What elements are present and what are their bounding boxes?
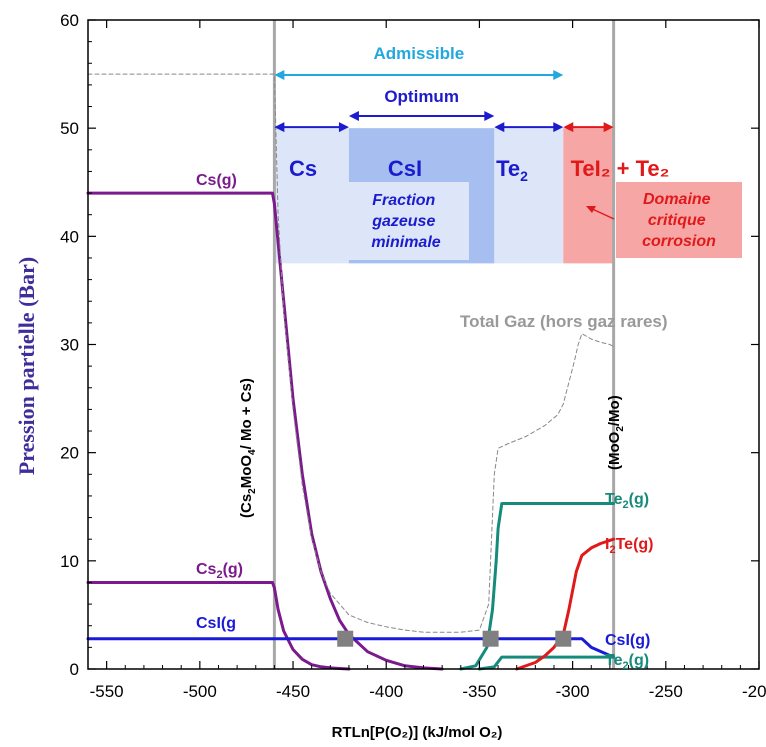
boundary-label-left: (Cs2MoO4/ Mo + Cs) [238, 378, 258, 518]
markers-layer [337, 630, 572, 647]
plot-frame [87, 19, 760, 670]
fraction-line-1: Fraction [372, 192, 435, 209]
x-tick-label-4: -350 [462, 682, 496, 701]
intersection-marker-0 [337, 630, 354, 647]
series-layer [86, 73, 616, 671]
y-tick-label-3: 30 [60, 336, 79, 355]
boundary-layer [272, 20, 616, 669]
critique-line-2: critique [648, 212, 706, 229]
ticks-layer: -550 -500 -450 -400 -350 -300 -250 -200 0 10 20 30 4… [60, 11, 766, 701]
cs-range-arrow-head-left [274, 122, 285, 133]
critique-line-1: Domaine [643, 191, 711, 208]
cs-range-arrow-head-right [338, 122, 349, 133]
optimum-label: Optimum [384, 87, 459, 106]
series-line-0 [86, 191, 444, 671]
x-tick-label-5: -300 [556, 682, 590, 701]
region-label-csi: CsI [388, 156, 422, 181]
x-tick-label-3: -400 [369, 682, 403, 701]
tei2-range-arrow-head-right [603, 122, 614, 133]
fraction-box [343, 182, 469, 260]
curve-label-te2-upper: Te2(g) [605, 491, 649, 511]
critique-line-3: corrosion [642, 233, 716, 250]
total-gaz-label: Total Gaz (hors gaz rares) [460, 312, 668, 331]
region-0 [274, 128, 349, 264]
y-tick-label-4: 40 [60, 227, 79, 246]
curve-label-te2-lower: Te2(g) [605, 652, 649, 672]
curve-label-i2te: I2Te(g) [605, 536, 654, 556]
x-tick-label-6: -250 [649, 682, 683, 701]
fraction-line-3: minimale [371, 234, 440, 251]
series-line-5 [515, 537, 616, 671]
curve-label-cs-g: Cs(g) [196, 172, 237, 189]
admissible-arrow-head-right [553, 70, 564, 80]
fraction-line-2: gazeuse [371, 213, 435, 230]
y-tick-label-6: 60 [60, 11, 79, 30]
ranges-layer: Admissible Optimum [274, 44, 614, 133]
region-2 [494, 128, 564, 264]
te2-sub: 2 [520, 168, 528, 184]
critique-text: Domaine critique corrosion [642, 191, 716, 250]
y-tick-label-1: 10 [60, 552, 79, 571]
intersection-marker-1 [482, 630, 499, 647]
critique-box [616, 182, 742, 258]
region-label-cs: Cs [289, 156, 317, 181]
admissible-arrow-head-left [274, 70, 285, 80]
region-3 [563, 128, 614, 264]
optimum-arrow-head-right [484, 111, 495, 121]
x-tick-label-0: -550 [90, 682, 124, 701]
intersection-marker-2 [555, 630, 572, 647]
tei2-range-arrow-head-left [563, 122, 574, 133]
series-line-2 [86, 637, 616, 659]
y-axis-label: Pression partielle (Bar) [14, 257, 39, 475]
y-tick-label-5: 50 [60, 119, 79, 138]
optimum-arrow-head-left [348, 111, 359, 121]
critique-arrow-head [586, 206, 596, 213]
y-tick-label-2: 20 [60, 444, 79, 463]
boundary-label-right: (MoO2/Mo) [606, 395, 626, 470]
region-label-tei2-te2: TeI₂ + Te₂ [571, 156, 670, 181]
series-line-1 [86, 581, 351, 671]
te2-part-1: Te [496, 156, 520, 181]
series-line-6 [87, 73, 615, 633]
y-tick-label-0: 0 [70, 660, 79, 679]
region-label-te2: Te2 [496, 156, 528, 184]
x-tick-label-7: -200 [742, 682, 766, 701]
fraction-text: Fraction gazeuse minimale [371, 192, 441, 251]
x-tick-label-1: -500 [183, 682, 217, 701]
x-axis-label: RTLn[P(O₂)] (kJ/mol O₂) [332, 724, 503, 741]
series-line-4 [477, 655, 616, 671]
curve-label-csi-left: CsI(g [196, 615, 236, 632]
te2-range-arrow-head-right [553, 122, 564, 133]
curve-label-csi-right: CsI(g) [605, 632, 650, 649]
admissible-label: Admissible [373, 44, 464, 63]
series-line-3 [459, 502, 616, 671]
te2-range-arrow-head-left [494, 122, 505, 133]
x-tick-label-2: -450 [276, 682, 310, 701]
curve-label-cs2-g: Cs2(g) [196, 561, 243, 581]
